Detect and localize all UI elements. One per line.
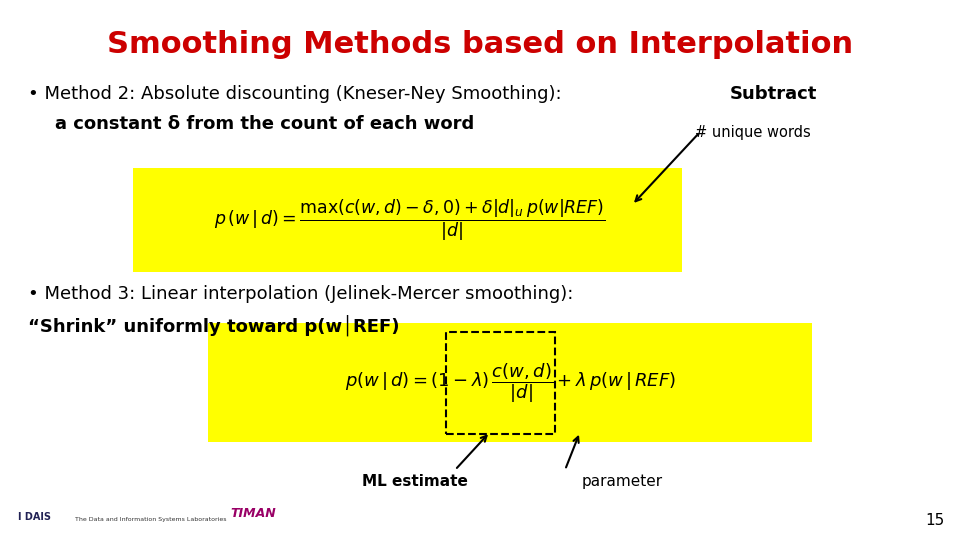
Text: 15: 15 (925, 513, 945, 528)
Text: $p(w\,|\,d) = (1-\lambda)\,\dfrac{c(w,d)}{|d|} + \lambda\, p(w\,|\, REF)$: $p(w\,|\,d) = (1-\lambda)\,\dfrac{c(w,d)… (345, 361, 676, 405)
Text: Smoothing Methods based on Interpolation: Smoothing Methods based on Interpolation (107, 30, 853, 59)
Text: “Shrink” uniformly toward p(w│REF): “Shrink” uniformly toward p(w│REF) (28, 315, 399, 336)
Text: parameter: parameter (582, 474, 663, 489)
Text: $p\,(w\,|\,d) = \dfrac{\mathrm{max}(c(w,d)-\delta,0)+\delta|d|_u\, p(w|REF)}{|d|: $p\,(w\,|\,d) = \dfrac{\mathrm{max}(c(w,… (214, 197, 606, 242)
Text: # unique words: # unique words (695, 125, 811, 140)
Text: • Method 3: Linear interpolation (Jelinek-Mercer smoothing):: • Method 3: Linear interpolation (Jeline… (28, 285, 573, 303)
Text: Subtract: Subtract (730, 85, 817, 103)
Text: a constant δ from the count of each word: a constant δ from the count of each word (55, 115, 474, 133)
Text: The Data and Information Systems Laboratories: The Data and Information Systems Laborat… (75, 517, 227, 522)
Text: • Method 2: Absolute discounting (Kneser-Ney Smoothing):: • Method 2: Absolute discounting (Kneser… (28, 85, 567, 103)
Text: ML estimate: ML estimate (362, 474, 468, 489)
FancyBboxPatch shape (208, 323, 812, 442)
FancyBboxPatch shape (133, 168, 682, 272)
Text: I DAIS: I DAIS (18, 512, 51, 522)
FancyBboxPatch shape (446, 332, 555, 434)
Text: TIMAN: TIMAN (230, 507, 276, 520)
